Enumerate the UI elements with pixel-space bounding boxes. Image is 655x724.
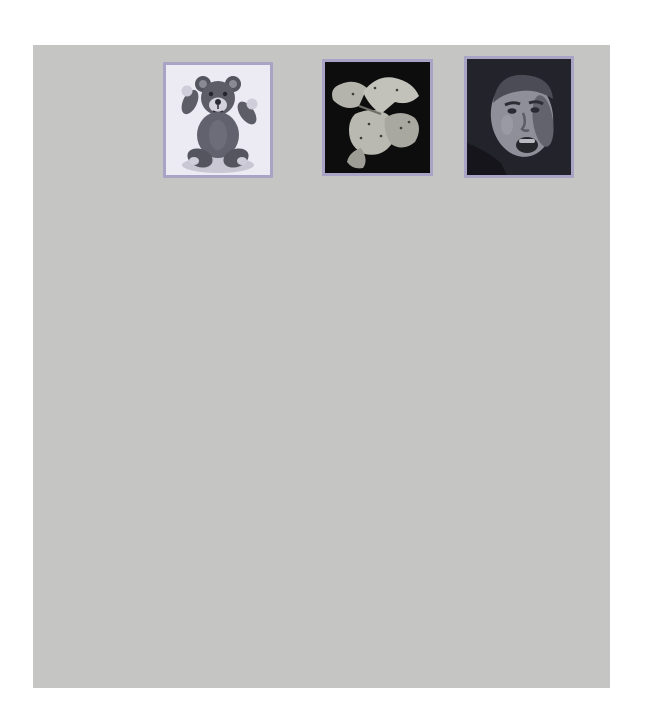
stimulus-image-face: [464, 56, 574, 178]
sculpture-drawing: [325, 62, 430, 173]
stimulus-image-teddy-bear: [163, 62, 273, 178]
stimulus-image-sculpture: [322, 59, 433, 176]
face-drawing: [467, 59, 571, 175]
teddy-bear-drawing: [181, 76, 258, 173]
